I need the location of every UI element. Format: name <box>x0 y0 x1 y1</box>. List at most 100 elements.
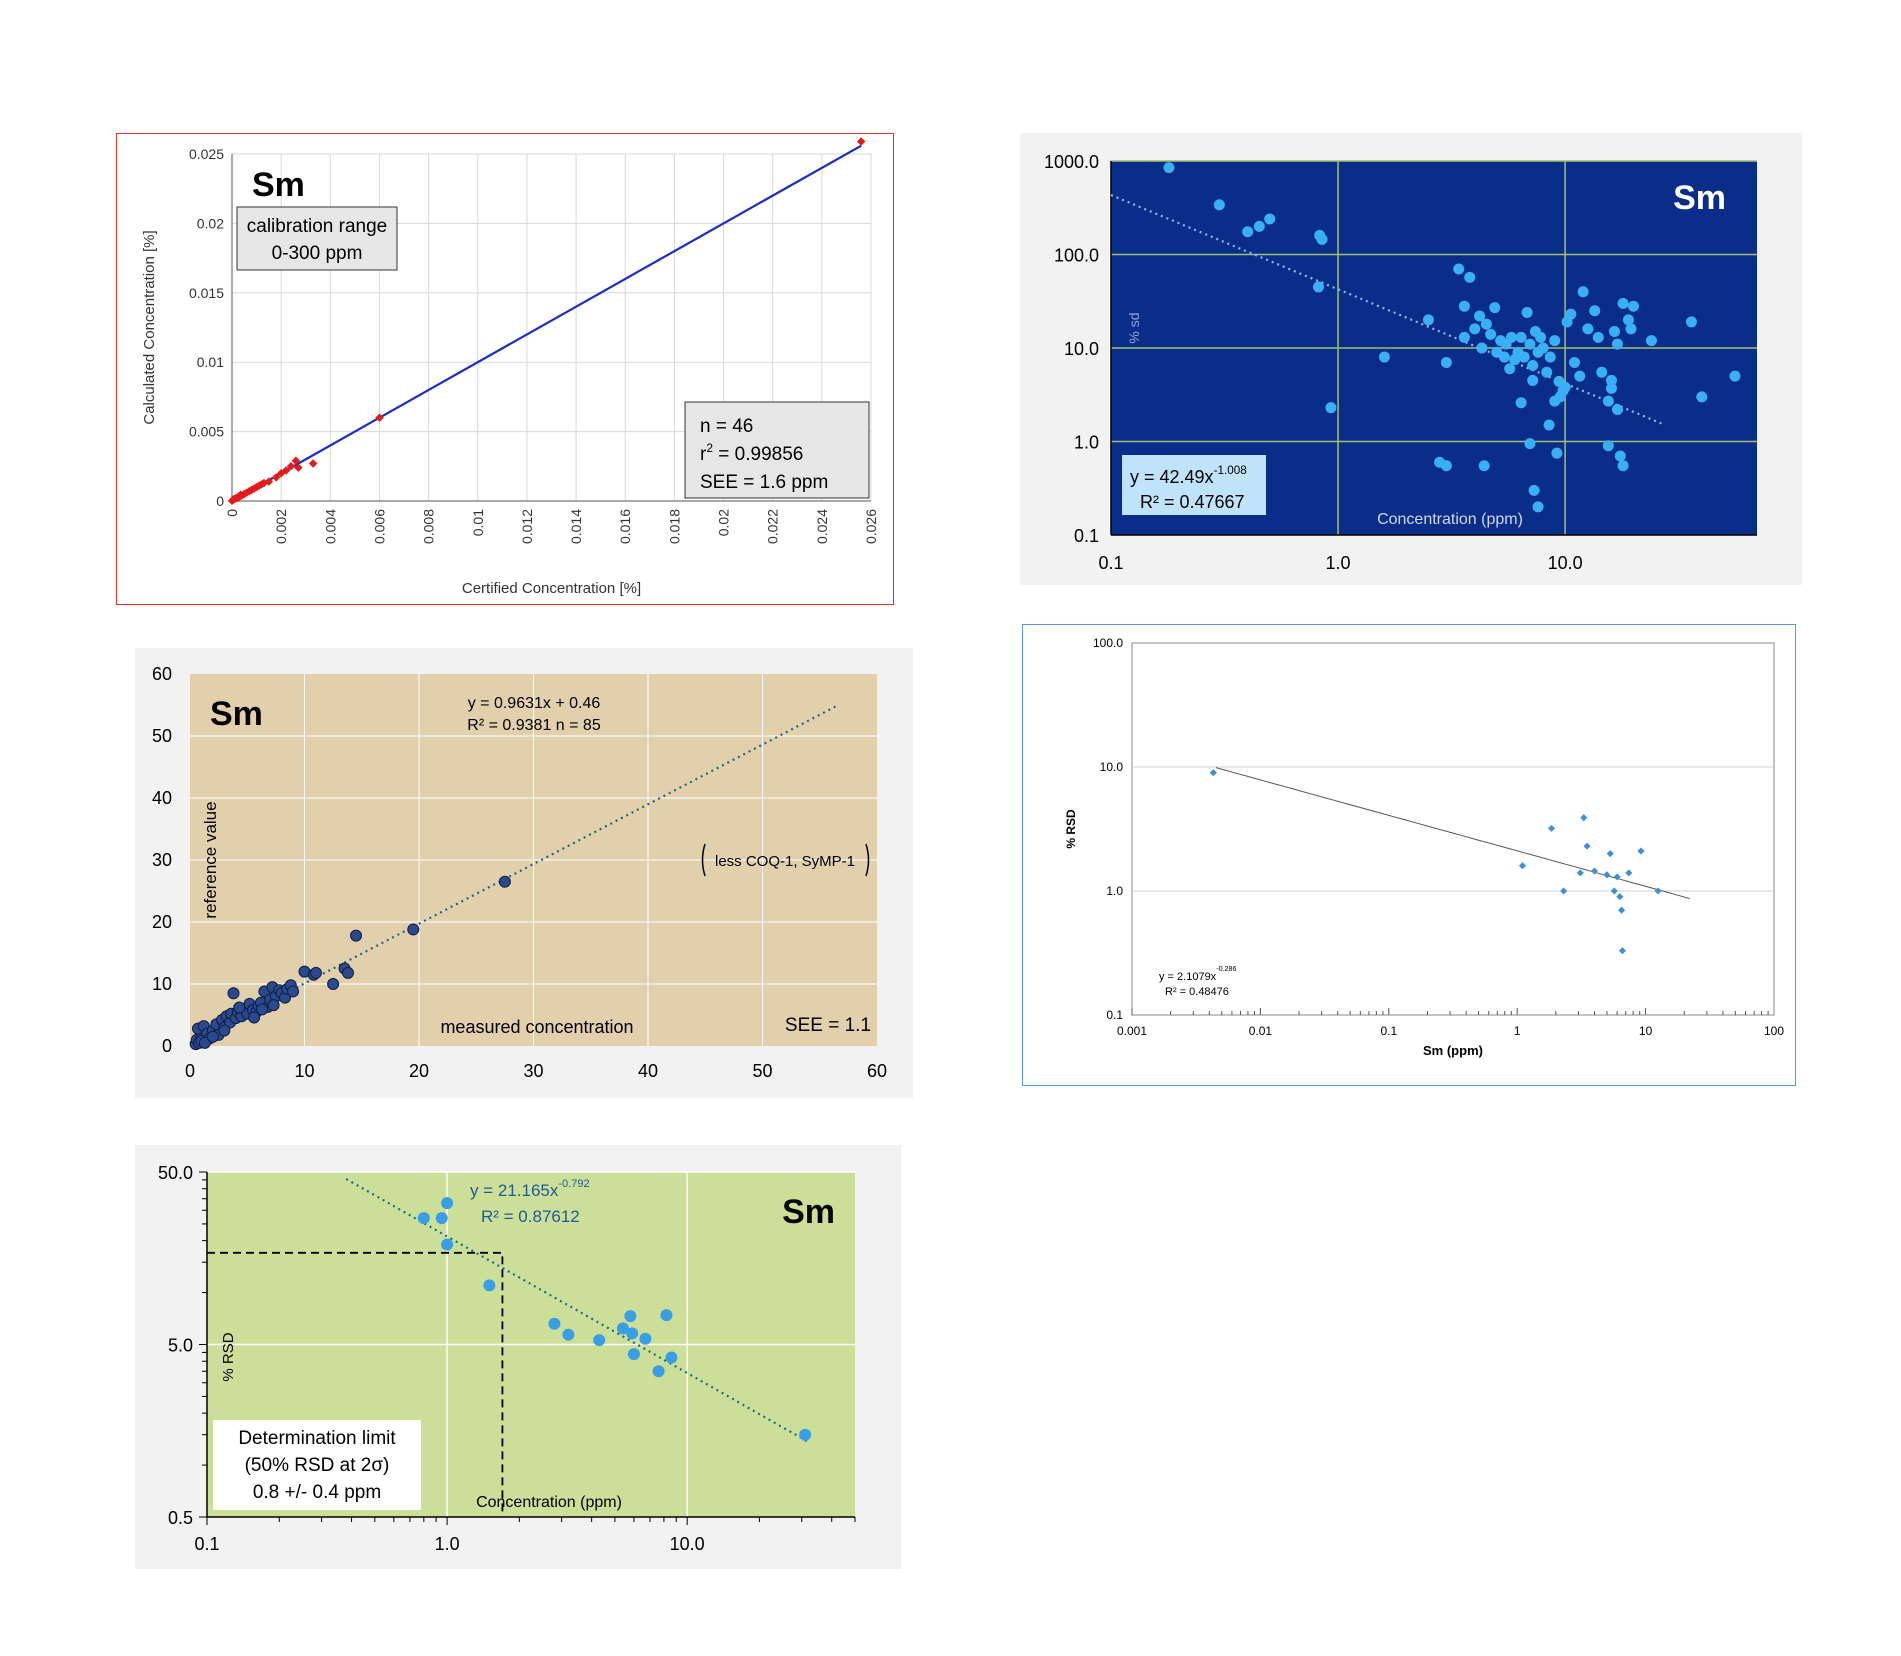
data-point <box>1515 397 1527 409</box>
data-point <box>1580 814 1588 822</box>
chart-title: Sm <box>252 166 305 204</box>
reference-chart-panel: 0 10 20 30 40 50 60 0 10 20 30 40 50 60 Sm y = 0.9631x … <box>135 648 913 1098</box>
data-point <box>616 1322 629 1335</box>
data-point <box>1602 440 1614 452</box>
data-point <box>1592 331 1604 343</box>
x-tick-label: 0.012 <box>519 509 535 544</box>
plot-frame <box>1131 642 1775 1016</box>
equation: y = 0.9631x + 0.46 <box>468 695 601 712</box>
data-point <box>291 456 301 465</box>
trendline <box>189 704 838 1045</box>
x-axis-label: Concentration (ppm) <box>476 1494 622 1511</box>
x-tick-label: 0.024 <box>814 509 830 544</box>
calibration-chart: 0 0.002 0.004 0.006 0.008 0.01 0.012 0.014 0.016… <box>141 137 879 597</box>
data-point <box>1541 366 1553 378</box>
data-point <box>562 1328 575 1341</box>
r-squared: R² = 0.87612 <box>481 1207 580 1226</box>
y-tick-label: 0.5 <box>168 1508 193 1528</box>
data-point <box>281 466 291 475</box>
y-tick-label: 50 <box>152 726 172 746</box>
data-point <box>435 1212 448 1225</box>
x-tick-label: 100 <box>1764 1024 1784 1038</box>
data-point <box>593 1334 606 1347</box>
x-axis-label: Certified Concentration [%] <box>462 580 641 597</box>
x-tick-label: 1.0 <box>435 1534 460 1554</box>
data-point <box>1603 871 1611 879</box>
x-tick-label: 40 <box>638 1061 658 1081</box>
data-point <box>1549 335 1561 347</box>
data-point <box>483 1279 496 1292</box>
x-tick-label: 0.018 <box>666 509 682 544</box>
data-point <box>1654 887 1662 895</box>
data-point <box>327 978 340 990</box>
data-point <box>627 1348 640 1361</box>
y-tick-label: 10 <box>152 974 172 994</box>
data-point <box>1606 850 1614 858</box>
data-point <box>1518 862 1527 870</box>
data-point <box>218 1024 231 1037</box>
stats-box <box>684 401 870 499</box>
r-squared: R² = 0.47667 <box>1140 492 1245 512</box>
x-tick-label: 0.004 <box>322 509 338 544</box>
data-point <box>1474 310 1486 322</box>
data-point <box>1577 286 1589 298</box>
r-squared-n: R² = 0.9381 n = 85 <box>467 717 601 734</box>
data-point <box>1476 342 1488 354</box>
trendline <box>1110 193 1664 426</box>
y-tick-label: 0.1 <box>1074 526 1099 546</box>
trendline <box>1215 767 1690 899</box>
data-point <box>1453 263 1465 275</box>
y-tick-label: 0.01 <box>197 354 224 370</box>
x-tick-label: 10.0 <box>670 1534 705 1554</box>
data-point <box>417 1212 430 1225</box>
x-tick-label: 0.022 <box>765 509 781 544</box>
data-point <box>248 1011 261 1024</box>
data-point <box>1583 842 1591 850</box>
data-point <box>1253 220 1265 232</box>
reference-chart: 0 10 20 30 40 50 60 0 10 20 30 40 50 60 Sm y = 0.9631x … <box>152 664 887 1081</box>
equation-exp: -0.286 <box>1216 965 1236 973</box>
data-point <box>375 413 384 422</box>
data-point <box>1622 314 1634 326</box>
y-tick-label: 0 <box>216 493 224 509</box>
x-tick-label: 0.02 <box>716 509 732 536</box>
data-point <box>1602 395 1614 407</box>
data-point <box>256 1003 269 1016</box>
data-point <box>1611 338 1623 350</box>
x-tick-label: 30 <box>523 1061 543 1081</box>
data-point <box>1543 419 1555 431</box>
equation-exp: -1.008 <box>1214 464 1247 477</box>
determination-limit-basis: (50% RSD at 2σ) <box>245 1455 390 1476</box>
data-point <box>1535 331 1547 343</box>
data-point <box>1325 402 1337 414</box>
y-tick-label: 0.02 <box>197 215 224 231</box>
x-tick-label: 0.014 <box>568 509 584 544</box>
data-point <box>1440 356 1452 368</box>
y-tick-label: 0 <box>162 1036 172 1056</box>
x-axis-label: Concentration (ppm) <box>1377 511 1523 528</box>
x-tick-label: 0.006 <box>371 509 387 544</box>
determination-limit-box <box>213 1420 421 1510</box>
data-point <box>1605 374 1617 386</box>
equation: y = 2.1079x-0.286 <box>1159 965 1236 983</box>
data-point <box>1608 326 1620 338</box>
data-point <box>198 1036 211 1049</box>
data-point <box>1480 318 1492 330</box>
x-tick-label: 0.016 <box>617 509 633 544</box>
data-point <box>227 987 240 1000</box>
y-tick-label: 0.005 <box>189 424 224 440</box>
data-point <box>1596 366 1608 378</box>
data-point <box>1547 824 1556 832</box>
x-tick-label: 1 <box>1514 1024 1521 1038</box>
data-point <box>1524 438 1536 450</box>
x-tick-label: 1.0 <box>1326 553 1351 573</box>
data-point <box>1610 887 1618 895</box>
data-point <box>271 473 281 482</box>
data-point <box>342 966 355 979</box>
x-tick-label: 60 <box>867 1061 887 1081</box>
y-tick-label: 30 <box>152 850 172 870</box>
y-tick-label: 0.015 <box>189 285 224 301</box>
calibration-range-box <box>236 206 398 271</box>
fit-line <box>231 144 862 502</box>
y-tick-label: 20 <box>152 912 172 932</box>
